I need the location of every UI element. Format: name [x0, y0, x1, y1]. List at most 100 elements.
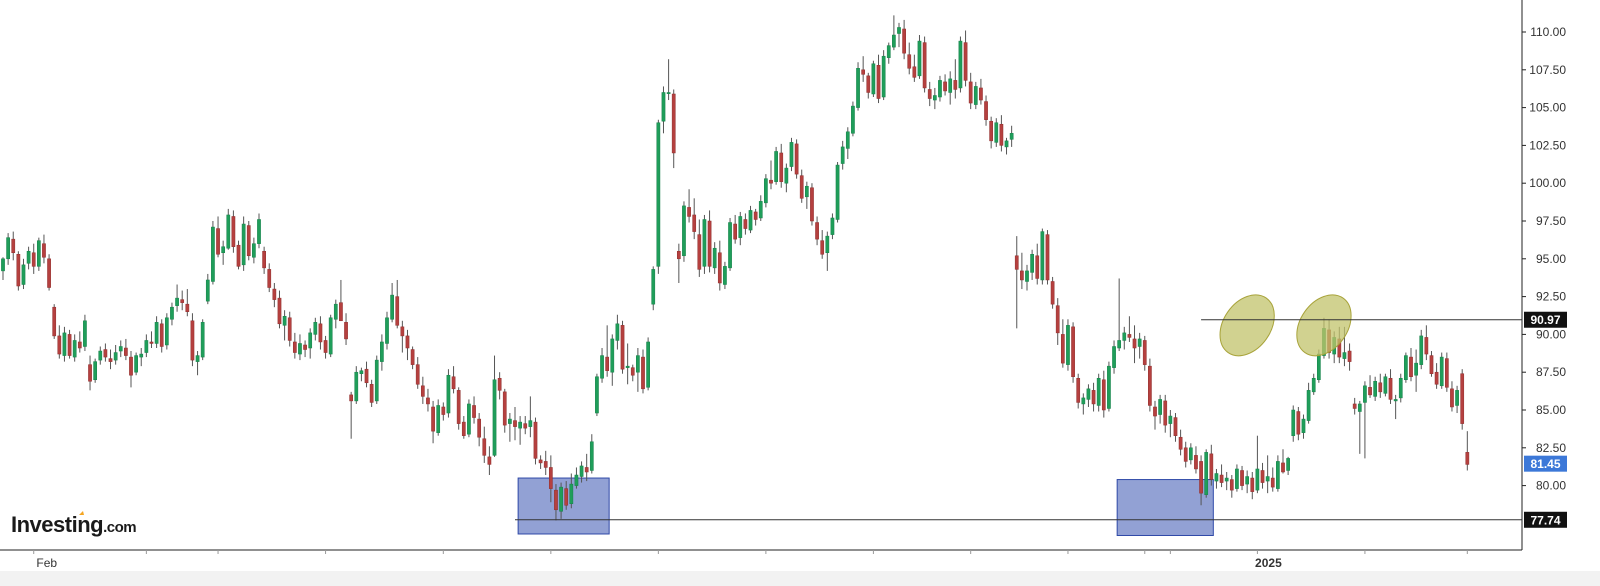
candle [707, 210, 712, 273]
candle [830, 213, 835, 240]
candle-body-up [62, 332, 67, 356]
candle-body-up [615, 323, 620, 341]
candle [1071, 322, 1075, 383]
candle [651, 266, 656, 311]
candle [543, 450, 548, 476]
candle-body-up [1168, 415, 1173, 424]
candle [1076, 373, 1081, 409]
candle-body-up [1158, 399, 1162, 415]
candle-body-up [804, 185, 809, 198]
candle [1112, 340, 1116, 374]
candle [159, 319, 164, 353]
candle [984, 95, 988, 126]
candle [764, 174, 768, 208]
candle [861, 56, 866, 82]
y-tick-label: 107.50 [1529, 63, 1566, 77]
brand-name: Investing.com [11, 512, 136, 537]
candle [385, 311, 389, 350]
candle [1424, 325, 1429, 361]
candle [769, 160, 773, 190]
candle [927, 81, 932, 107]
candle [1414, 349, 1418, 392]
candle-body-up [774, 151, 778, 182]
candle-body-down [912, 66, 917, 78]
candle-body-up [666, 92, 671, 94]
candle [1383, 373, 1388, 397]
candle-body-up [211, 226, 215, 282]
candle [1306, 382, 1311, 424]
candle-body-up [845, 131, 850, 149]
candle-body-down [231, 216, 236, 247]
candle-body-up [948, 78, 953, 93]
candle-body-down [1229, 479, 1234, 491]
candle [579, 461, 584, 483]
candle [1347, 343, 1352, 371]
candle [487, 446, 492, 476]
candle [1086, 384, 1091, 407]
candle [559, 482, 563, 519]
candle-body-down [344, 322, 348, 340]
resistance-ellipse-2 [1296, 294, 1352, 357]
candle-body-up [892, 34, 896, 48]
candle-body-up [656, 122, 661, 267]
candle [252, 237, 256, 264]
level-lines: 90.97 77.74 81.45 [515, 311, 1567, 528]
candle [1148, 358, 1152, 412]
date-axis: Feb 2025 [33, 550, 1468, 570]
annotation-layer [517, 477, 1214, 536]
candle-body-down [1132, 338, 1137, 349]
candle [1107, 361, 1111, 412]
candle-body-down [743, 219, 748, 229]
candle [124, 338, 128, 361]
candle [589, 434, 594, 474]
candle-body-up [764, 178, 768, 204]
candle-body-up [748, 210, 753, 231]
candle [779, 143, 784, 188]
candle-layer [1, 15, 1470, 521]
candle-body-down [246, 225, 251, 257]
candle [600, 348, 604, 383]
candle-body-down [461, 421, 466, 436]
candle [1214, 468, 1219, 489]
candle [77, 331, 82, 353]
candle-body-up [682, 205, 686, 257]
candle [523, 416, 528, 435]
candle [195, 351, 200, 376]
candle-body-up [1393, 399, 1398, 402]
candle-body-up [559, 486, 563, 512]
candle-body-down [1173, 417, 1178, 436]
candle [845, 127, 850, 160]
candle [912, 54, 917, 82]
candle-body-up [113, 352, 118, 361]
candle-body-down [1209, 453, 1214, 480]
candle [1178, 429, 1183, 456]
candle [948, 71, 953, 105]
candle-body-up [1137, 338, 1142, 347]
candle-body-down [16, 254, 21, 287]
candle [482, 426, 487, 463]
candle [1091, 382, 1096, 412]
candle [502, 388, 507, 433]
candle [1296, 406, 1301, 441]
candle [441, 402, 446, 421]
candle [1204, 449, 1209, 498]
candle-body-up [917, 40, 922, 77]
candle-body-up [1311, 377, 1316, 393]
candle-body-up [374, 359, 379, 402]
candle [328, 314, 333, 358]
candle [794, 139, 799, 179]
candle [246, 221, 251, 261]
bottom-strip [0, 571, 1600, 586]
candle [743, 213, 748, 235]
candle [1122, 326, 1127, 350]
candle [1388, 369, 1393, 404]
candle-body-up [508, 418, 512, 424]
candle [36, 237, 41, 271]
candle-body-up [758, 201, 763, 219]
candle-body-down [1270, 477, 1275, 488]
support-zone-1 [517, 477, 610, 535]
candle-body-down [984, 101, 988, 120]
candle-body-down [1465, 452, 1470, 465]
candle [1055, 298, 1060, 345]
candle-body-down [861, 69, 866, 75]
